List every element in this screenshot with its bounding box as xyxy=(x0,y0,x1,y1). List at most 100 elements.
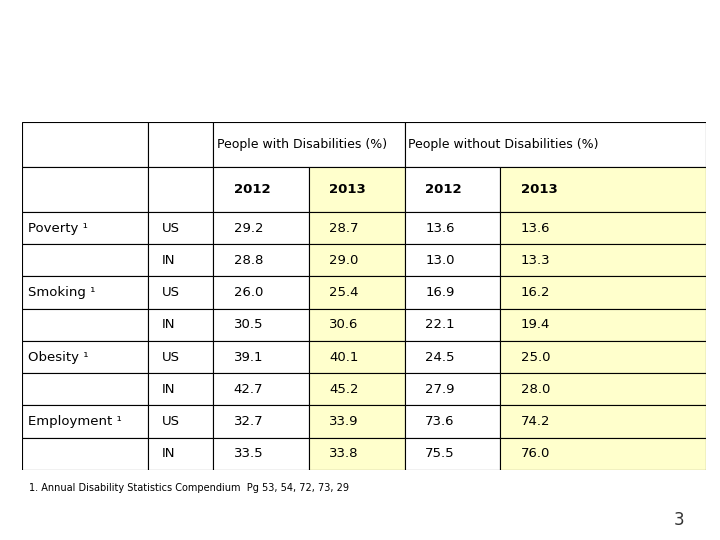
Text: US: US xyxy=(162,221,180,235)
Text: People with Disabilities (%): People with Disabilities (%) xyxy=(217,138,387,151)
Text: 19.4: 19.4 xyxy=(521,318,550,332)
Bar xyxy=(213,122,405,167)
Bar xyxy=(500,212,706,244)
Text: 26.0: 26.0 xyxy=(234,286,263,299)
Bar xyxy=(22,406,148,437)
Bar xyxy=(213,212,309,244)
Bar xyxy=(405,373,500,406)
Text: 33.5: 33.5 xyxy=(234,447,264,460)
Text: 32.7: 32.7 xyxy=(234,415,264,428)
Text: 30.6: 30.6 xyxy=(329,318,359,332)
Bar xyxy=(148,244,213,276)
Text: IN: IN xyxy=(162,447,176,460)
Bar xyxy=(500,276,706,309)
Text: 16.2: 16.2 xyxy=(521,286,550,299)
Bar xyxy=(309,167,405,212)
Text: 27.9: 27.9 xyxy=(426,383,454,396)
Bar xyxy=(500,341,706,373)
Bar xyxy=(148,406,213,437)
Text: 28.0: 28.0 xyxy=(521,383,550,396)
Bar xyxy=(500,373,706,406)
Text: Indiana Data: Indiana Data xyxy=(233,28,487,65)
Bar xyxy=(213,437,309,470)
Bar xyxy=(22,309,148,341)
Text: 39.1: 39.1 xyxy=(234,350,263,363)
Bar xyxy=(22,212,148,244)
Bar xyxy=(405,406,500,437)
Text: 16.9: 16.9 xyxy=(426,286,454,299)
Text: Poverty ¹: Poverty ¹ xyxy=(29,221,89,235)
Bar xyxy=(500,437,706,470)
Text: 13.0: 13.0 xyxy=(426,254,454,267)
Text: 76.0: 76.0 xyxy=(521,447,550,460)
Text: 74.2: 74.2 xyxy=(521,415,550,428)
Text: 29.0: 29.0 xyxy=(329,254,359,267)
Bar xyxy=(213,276,309,309)
Bar xyxy=(22,437,148,470)
Bar xyxy=(148,309,213,341)
Bar xyxy=(500,406,706,437)
Bar xyxy=(148,437,213,470)
Text: People without Disabilities (%): People without Disabilities (%) xyxy=(408,138,598,151)
Bar xyxy=(309,276,405,309)
Bar xyxy=(309,212,405,244)
Bar xyxy=(148,122,213,167)
Bar xyxy=(309,341,405,373)
Text: 33.8: 33.8 xyxy=(329,447,359,460)
Text: 30.5: 30.5 xyxy=(234,318,263,332)
Text: IN: IN xyxy=(162,383,176,396)
Bar xyxy=(22,373,148,406)
Text: 22.1: 22.1 xyxy=(426,318,455,332)
Bar xyxy=(405,276,500,309)
Text: 2013: 2013 xyxy=(521,183,558,196)
Bar xyxy=(148,276,213,309)
Text: US: US xyxy=(162,350,180,363)
Bar xyxy=(405,437,500,470)
Text: Smoking ¹: Smoking ¹ xyxy=(29,286,96,299)
Bar xyxy=(22,341,148,373)
Bar xyxy=(148,212,213,244)
Bar xyxy=(405,167,500,212)
Text: 2012: 2012 xyxy=(234,183,270,196)
Text: US: US xyxy=(162,415,180,428)
Text: US: US xyxy=(162,286,180,299)
Text: 40.1: 40.1 xyxy=(329,350,359,363)
Bar xyxy=(500,309,706,341)
Bar xyxy=(500,167,706,212)
Text: 25.4: 25.4 xyxy=(329,286,359,299)
Bar xyxy=(405,341,500,373)
Text: 2012: 2012 xyxy=(426,183,462,196)
Text: 13.3: 13.3 xyxy=(521,254,551,267)
Text: 28.8: 28.8 xyxy=(234,254,263,267)
Bar xyxy=(213,244,309,276)
Text: 75.5: 75.5 xyxy=(426,447,455,460)
Bar xyxy=(405,244,500,276)
Bar xyxy=(213,341,309,373)
Text: 29.2: 29.2 xyxy=(234,221,263,235)
Bar xyxy=(22,122,148,167)
Bar xyxy=(405,309,500,341)
Bar xyxy=(213,309,309,341)
Bar xyxy=(309,437,405,470)
Bar xyxy=(500,244,706,276)
Text: 13.6: 13.6 xyxy=(521,221,550,235)
Bar xyxy=(148,167,213,212)
Bar xyxy=(405,212,500,244)
Bar xyxy=(405,122,706,167)
Text: 13.6: 13.6 xyxy=(426,221,454,235)
Bar xyxy=(309,406,405,437)
Text: 28.7: 28.7 xyxy=(329,221,359,235)
Bar xyxy=(213,167,309,212)
Text: Obesity ¹: Obesity ¹ xyxy=(29,350,89,363)
Text: IN: IN xyxy=(162,254,176,267)
Text: 25.0: 25.0 xyxy=(521,350,550,363)
Text: 73.6: 73.6 xyxy=(426,415,454,428)
Bar xyxy=(22,276,148,309)
Bar xyxy=(148,373,213,406)
Bar xyxy=(309,373,405,406)
Bar xyxy=(213,373,309,406)
Bar xyxy=(22,244,148,276)
Text: 1. Annual Disability Statistics Compendium  Pg 53, 54, 72, 73, 29: 1. Annual Disability Statistics Compendi… xyxy=(29,483,348,494)
Text: 33.9: 33.9 xyxy=(329,415,359,428)
Text: Employment ¹: Employment ¹ xyxy=(29,415,122,428)
